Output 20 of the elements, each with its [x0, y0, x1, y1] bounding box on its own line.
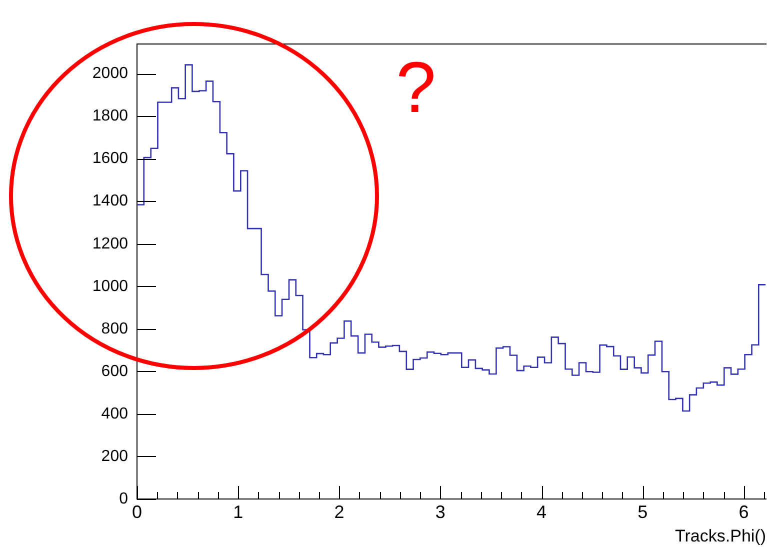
x-tick-label: 1: [233, 502, 244, 522]
y-tick-label: 1800: [92, 108, 128, 125]
y-tick-label: 600: [101, 362, 128, 380]
y-tick-label: 0: [119, 490, 128, 508]
y-tick-label: 1400: [92, 192, 128, 210]
x-tick-label: 3: [435, 502, 446, 522]
x-tick-label: 5: [638, 502, 648, 522]
x-tick-label: 0: [132, 502, 142, 522]
y-tick-label: 800: [101, 320, 128, 338]
x-axis-title: Tracks.Phi(): [675, 526, 766, 546]
y-tick-label: 200: [101, 448, 128, 465]
y-tick-label: 400: [101, 405, 128, 422]
y-tick-label: 1200: [92, 235, 128, 252]
x-tick-label: 4: [536, 502, 547, 522]
y-tick-label: 1000: [92, 278, 128, 295]
annotation: ?: [396, 48, 436, 128]
x-tick-label: 2: [334, 502, 344, 522]
x-tick-label: 6: [738, 502, 749, 522]
y-tick-label: 2000: [92, 65, 128, 82]
y-tick-label: 1600: [92, 150, 128, 168]
